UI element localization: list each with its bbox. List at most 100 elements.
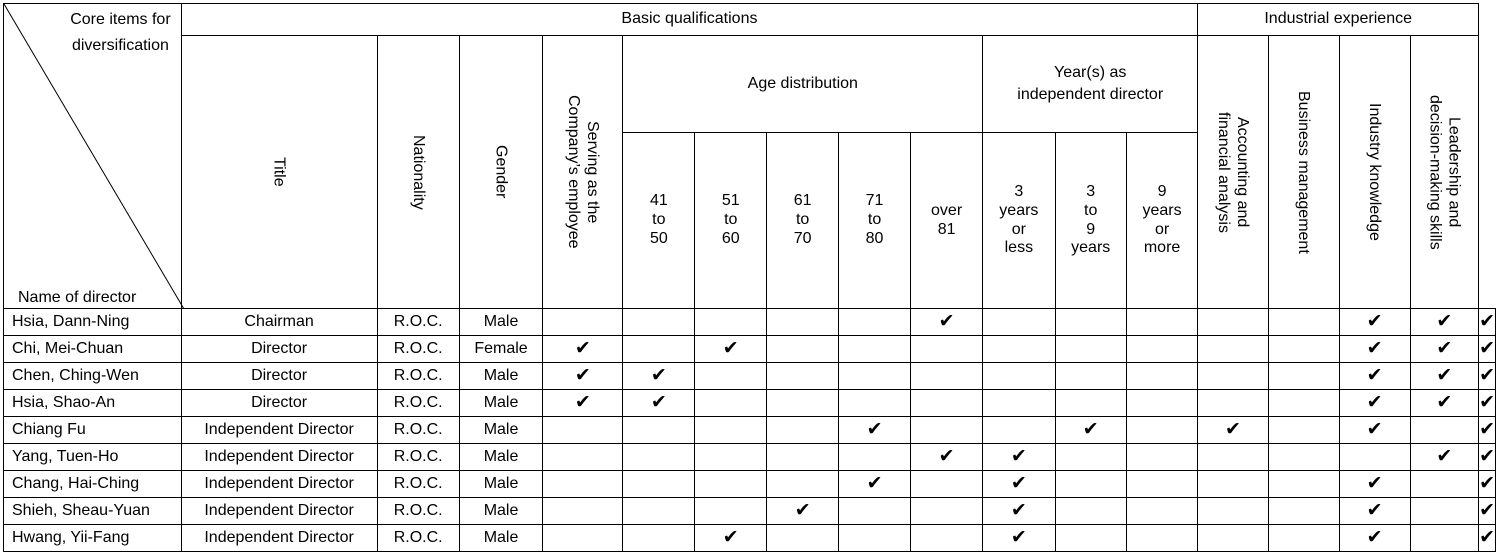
criteria-cell: ✔ xyxy=(982,443,1056,471)
checkmark-icon: ✔ xyxy=(1010,472,1027,494)
criteria-cell xyxy=(1267,308,1340,336)
criteria-cell xyxy=(982,389,1056,417)
criteria-cell xyxy=(910,497,984,525)
criteria-cell xyxy=(542,443,624,471)
criteria-cell xyxy=(622,335,696,363)
criteria-cell xyxy=(622,416,696,444)
criteria-cell: ✔ xyxy=(1338,497,1411,525)
criteria-cell: ✔ xyxy=(1478,524,1496,552)
criteria-cell xyxy=(910,416,984,444)
director-name: Hwang, Yii-Fang xyxy=(3,524,182,552)
criteria-cell: ✔ xyxy=(1338,335,1411,363)
criteria-cell xyxy=(838,335,912,363)
director-rows: Hsia, Dann-Ning Chairman R.O.C. Male ✔ ✔ ✔ ✔ Chi… xyxy=(3,308,1496,552)
checkmark-icon: ✔ xyxy=(1366,472,1383,494)
criteria-cell: ✔ xyxy=(1478,389,1496,417)
criteria-cell: ✔ xyxy=(982,497,1056,525)
director-row: Chang, Hai-Ching Independent Director R.O.… xyxy=(3,470,1496,498)
checkmark-icon: ✔ xyxy=(1366,337,1383,359)
checkmark-icon: ✔ xyxy=(650,364,667,386)
criteria-cell xyxy=(1054,497,1127,525)
criteria-cell xyxy=(1267,362,1340,390)
criteria-cell xyxy=(694,497,768,525)
criteria-cell xyxy=(910,389,984,417)
criteria-cell xyxy=(622,470,696,498)
checkmark-icon: ✔ xyxy=(574,337,591,359)
checkmark-icon: ✔ xyxy=(1479,526,1495,548)
director-name: Hsia, Dann-Ning xyxy=(3,308,182,336)
criteria-cell xyxy=(542,308,624,336)
checkmark-icon: ✔ xyxy=(1436,391,1453,413)
header-section: Core items for diversification Name of d… xyxy=(3,3,1496,309)
criteria-cell: ✔ xyxy=(1478,335,1496,363)
age-distribution-header: Age distribution xyxy=(622,35,984,133)
director-gender: Male xyxy=(458,308,544,336)
criteria-cell xyxy=(910,524,984,552)
criteria-cell xyxy=(1197,389,1269,417)
criteria-cell: ✔ xyxy=(622,389,696,417)
director-gender: Male xyxy=(458,470,544,498)
checkmark-icon: ✔ xyxy=(1479,418,1495,440)
years-3-to-9-header: 3 to 9 years xyxy=(1054,132,1127,309)
director-row: Yang, Tuen-Ho Independent Director R.O.C. M… xyxy=(3,443,1496,471)
director-title: Independent Director xyxy=(180,497,378,525)
criteria-cell: ✔ xyxy=(982,470,1056,498)
criteria-cell: ✔ xyxy=(1338,470,1411,498)
checkmark-icon: ✔ xyxy=(1366,499,1383,521)
criteria-cell: ✔ xyxy=(542,335,624,363)
criteria-cell xyxy=(1338,443,1411,471)
criteria-cell xyxy=(694,308,768,336)
checkmark-icon: ✔ xyxy=(574,391,591,413)
criteria-cell xyxy=(1125,416,1199,444)
director-diversification-table: Core items for diversification Name of d… xyxy=(3,3,1496,552)
criteria-cell: ✔ xyxy=(1338,362,1411,390)
years-independent-header: Year(s) as independent director xyxy=(982,35,1199,133)
criteria-cell: ✔ xyxy=(542,389,624,417)
criteria-cell xyxy=(622,524,696,552)
criteria-cell xyxy=(1125,308,1199,336)
director-title: Chairman xyxy=(180,308,378,336)
criteria-cell xyxy=(1267,335,1340,363)
criteria-cell xyxy=(1054,470,1127,498)
checkmark-icon: ✔ xyxy=(866,418,883,440)
criteria-cell xyxy=(694,416,768,444)
director-gender: Male xyxy=(458,524,544,552)
criteria-cell xyxy=(1125,335,1199,363)
criteria-cell xyxy=(910,335,984,363)
criteria-cell: ✔ xyxy=(1478,362,1496,390)
criteria-cell xyxy=(766,470,840,498)
director-title: Independent Director xyxy=(180,524,378,552)
leadership-header: Leadership and decision-making skills xyxy=(1409,35,1480,309)
director-name: Hsia, Shao-An xyxy=(3,389,182,417)
criteria-cell xyxy=(982,362,1056,390)
criteria-cell xyxy=(1054,524,1127,552)
criteria-cell: ✔ xyxy=(1478,443,1496,471)
checkmark-icon: ✔ xyxy=(1366,364,1383,386)
checkmark-icon: ✔ xyxy=(1479,337,1495,359)
criteria-cell: ✔ xyxy=(1409,308,1480,336)
director-nationality: R.O.C. xyxy=(376,524,460,552)
checkmark-icon: ✔ xyxy=(1479,310,1495,332)
criteria-cell: ✔ xyxy=(1197,416,1269,444)
criteria-cell: ✔ xyxy=(1338,524,1411,552)
criteria-cell xyxy=(1125,524,1199,552)
checkmark-icon: ✔ xyxy=(1479,364,1495,386)
criteria-cell: ✔ xyxy=(1338,308,1411,336)
criteria-cell xyxy=(1054,389,1127,417)
director-gender: Male xyxy=(458,389,544,417)
criteria-cell: ✔ xyxy=(1478,497,1496,525)
checkmark-icon: ✔ xyxy=(1436,337,1453,359)
criteria-cell xyxy=(766,389,840,417)
criteria-cell: ✔ xyxy=(766,497,840,525)
checkmark-icon: ✔ xyxy=(1366,310,1383,332)
gender-header: Gender xyxy=(458,35,544,309)
director-name: Chiang Fu xyxy=(3,416,182,444)
accounting-header: Accounting and financial analysis xyxy=(1197,35,1269,309)
criteria-cell: ✔ xyxy=(622,362,696,390)
checkmark-icon: ✔ xyxy=(1479,499,1495,521)
criteria-cell xyxy=(1054,308,1127,336)
criteria-cell xyxy=(838,308,912,336)
director-row: Hsia, Shao-An Director R.O.C. Male ✔ ✔ ✔ ✔ ✔ xyxy=(3,389,1496,417)
director-nationality: R.O.C. xyxy=(376,443,460,471)
age-71-80-header: 71 to 80 xyxy=(838,132,912,309)
